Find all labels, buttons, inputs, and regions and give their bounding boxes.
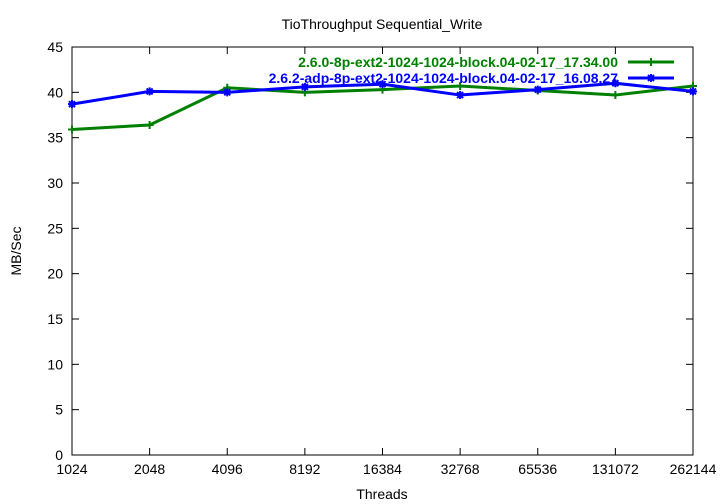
data-point bbox=[145, 120, 154, 129]
y-tick-label: 40 bbox=[47, 84, 63, 100]
x-tick-label: 1024 bbox=[56, 461, 87, 477]
x-tick-label: 262144 bbox=[670, 461, 717, 477]
y-tick-label: 45 bbox=[47, 39, 63, 55]
data-point bbox=[145, 87, 154, 96]
y-tick-label: 10 bbox=[47, 356, 63, 372]
y-axis-label: MB/Sec bbox=[8, 226, 24, 275]
legend-marker bbox=[647, 58, 655, 66]
x-tick-label: 131072 bbox=[592, 461, 639, 477]
x-tick-label: 32768 bbox=[441, 461, 480, 477]
data-point bbox=[456, 81, 465, 90]
legend-label: 2.6.0-8p-ext2-1024-1024-block.04-02-17_1… bbox=[298, 54, 618, 70]
plot-frame bbox=[71, 46, 694, 456]
y-tick-label: 25 bbox=[47, 220, 63, 236]
x-tick-label: 16384 bbox=[363, 461, 402, 477]
data-point bbox=[611, 79, 620, 88]
x-tick-label: 8192 bbox=[289, 461, 320, 477]
legend-label: 2.6.2-adp-8p-ext2-1024-1024-block.04-02-… bbox=[269, 70, 619, 86]
data-point bbox=[300, 82, 309, 91]
legend-marker bbox=[647, 74, 655, 82]
y-tick-label: 30 bbox=[47, 175, 63, 191]
x-tick-label: 2048 bbox=[134, 461, 165, 477]
y-tick-label: 5 bbox=[55, 402, 63, 418]
x-axis-label: Threads bbox=[356, 486, 407, 502]
data-point bbox=[456, 91, 465, 100]
data-point bbox=[611, 91, 620, 100]
data-point bbox=[68, 100, 76, 109]
y-tick-label: 35 bbox=[47, 130, 63, 146]
y-tick-label: 0 bbox=[55, 447, 63, 463]
x-tick-label: 4096 bbox=[212, 461, 243, 477]
data-point bbox=[223, 88, 232, 97]
data-point bbox=[689, 87, 697, 96]
chart-title: TioThroughput Sequential_Write bbox=[282, 16, 483, 32]
data-point bbox=[68, 125, 76, 134]
x-tick-label: 65536 bbox=[518, 461, 557, 477]
y-tick-label: 15 bbox=[47, 311, 63, 327]
y-tick-label: 20 bbox=[47, 266, 63, 282]
data-point bbox=[378, 80, 387, 89]
data-point bbox=[533, 85, 542, 94]
